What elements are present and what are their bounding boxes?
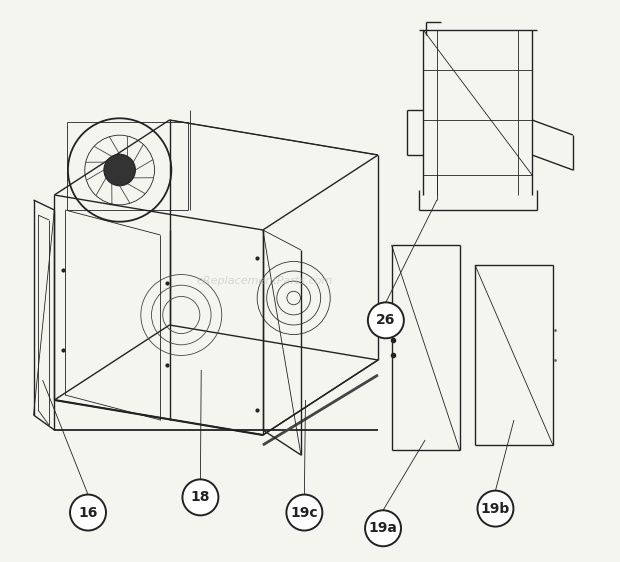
- Circle shape: [182, 479, 218, 515]
- Circle shape: [286, 495, 322, 531]
- Text: 18: 18: [191, 491, 210, 504]
- Text: 19c: 19c: [291, 506, 318, 519]
- Text: 19b: 19b: [481, 502, 510, 515]
- Circle shape: [70, 495, 106, 531]
- Text: 19a: 19a: [369, 522, 397, 535]
- Text: eReplacementParts.com: eReplacementParts.com: [197, 276, 333, 286]
- Text: 26: 26: [376, 314, 396, 327]
- Circle shape: [477, 491, 513, 527]
- Circle shape: [368, 302, 404, 338]
- Circle shape: [104, 154, 135, 185]
- Circle shape: [365, 510, 401, 546]
- Text: 16: 16: [78, 506, 98, 519]
